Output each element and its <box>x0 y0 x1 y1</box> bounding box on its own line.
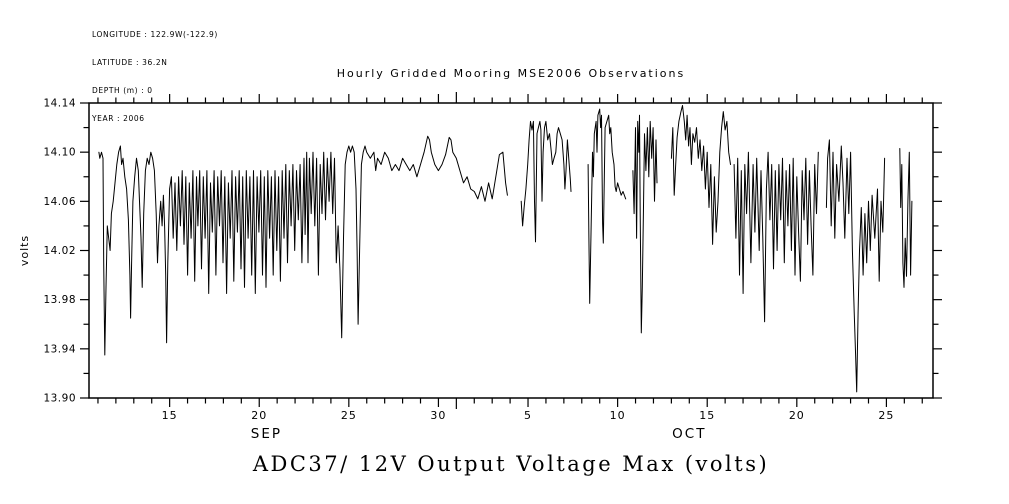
voltage-series-line <box>98 135 508 356</box>
y-tick-label: 14.02 <box>43 245 76 257</box>
x-tick-label: 25 <box>878 409 894 422</box>
chart-title: Hourly Gridded Mooring MSE2006 Observati… <box>336 67 686 80</box>
meta-depth: DEPTH (m) : 0 <box>92 86 153 96</box>
voltage-series-line <box>733 151 819 323</box>
y-tick-label: 14.14 <box>43 98 76 110</box>
voltage-series-line <box>670 105 731 245</box>
x-tick-label: 20 <box>251 409 267 422</box>
x-tick-label: 25 <box>341 409 357 422</box>
y-tick-label: 13.98 <box>43 294 76 306</box>
voltage-series-line <box>825 139 886 393</box>
y-tick-label: 14.10 <box>43 147 76 159</box>
voltage-series-line <box>632 114 658 334</box>
voltage-series-line <box>520 120 572 243</box>
chart-caption: ADC37/ 12V Output Voltage Max (volts) <box>252 452 770 476</box>
x-tick-label: 5 <box>524 409 532 422</box>
y-axis-title: volts <box>18 235 31 266</box>
x-tick-label: 15 <box>699 409 715 422</box>
x-tick-label: 30 <box>430 409 446 422</box>
x-tick-label: 10 <box>610 409 626 422</box>
y-tick-label: 14.06 <box>43 196 76 208</box>
month-label: OCT <box>672 426 706 442</box>
meta-latitude: LATITUDE : 36.2N <box>92 58 168 68</box>
voltage-series-line <box>899 148 913 288</box>
meta-longitude: LONGITUDE : 122.9W(-122.9) <box>92 29 218 39</box>
x-tick-label: 20 <box>789 409 805 422</box>
y-tick-label: 13.90 <box>43 393 76 405</box>
y-tick-label: 13.94 <box>43 343 76 355</box>
station-metadata: LONGITUDE : 122.9W(-122.9) LATITUDE : 36… <box>92 11 218 143</box>
x-tick-label: 15 <box>162 409 178 422</box>
month-label: SEP <box>251 426 282 442</box>
meta-year: YEAR : 2006 <box>92 114 145 124</box>
voltage-series-line <box>587 108 627 304</box>
